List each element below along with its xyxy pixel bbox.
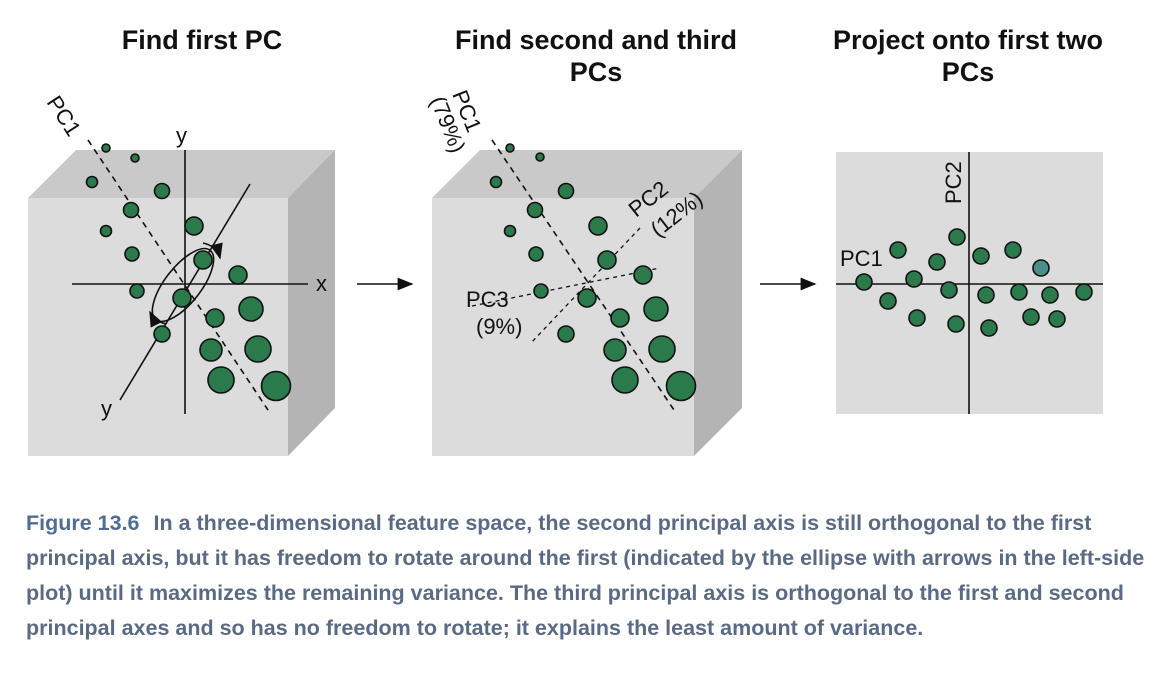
data-point (598, 251, 616, 269)
panel3-pc2-label: PC2 (941, 161, 966, 204)
data-point (200, 339, 222, 361)
data-point (208, 367, 234, 393)
data-point (981, 320, 997, 336)
data-point (644, 297, 668, 321)
data-point (173, 289, 191, 307)
data-point (506, 144, 514, 152)
data-point (155, 184, 170, 199)
data-point (1023, 309, 1039, 325)
data-point (948, 316, 964, 332)
data-point (239, 297, 263, 321)
data-point (604, 339, 626, 361)
data-point (536, 153, 544, 161)
panel1-pc1-label: PC1 (42, 91, 86, 141)
figure-number: Figure 13.6 (26, 511, 140, 535)
data-point (1011, 284, 1027, 300)
panel1-y-label-top: y (176, 123, 187, 148)
data-point (87, 177, 98, 188)
data-point (558, 326, 574, 342)
data-point (131, 154, 139, 162)
panel2-cube-side (694, 150, 742, 456)
data-point (906, 271, 922, 287)
data-point (578, 289, 596, 307)
data-point (130, 284, 144, 298)
data-point (529, 247, 543, 261)
data-point (890, 242, 906, 258)
panel1-cube-side (288, 150, 335, 456)
data-point (612, 367, 638, 393)
data-point (667, 372, 696, 401)
panel2-pc3-label: PC3 (466, 287, 509, 312)
data-point (929, 254, 945, 270)
data-point (124, 203, 139, 218)
data-point (1005, 242, 1021, 258)
data-point (1076, 284, 1092, 300)
data-point (101, 226, 112, 237)
data-point (611, 309, 629, 327)
panel1-cube-top (28, 150, 335, 198)
data-point (194, 251, 212, 269)
panel2-pc3-pct: (9%) (476, 314, 522, 339)
data-point (262, 372, 291, 401)
data-point (505, 226, 516, 237)
data-point (589, 217, 607, 235)
figure-caption: Figure 13.6 In a three-dimensional featur… (26, 506, 1156, 646)
highlighted-data-point (1033, 260, 1049, 276)
data-point (154, 326, 170, 342)
data-point (125, 247, 139, 261)
data-point (528, 203, 543, 218)
data-point (973, 248, 989, 264)
panel3-pc1-label: PC1 (840, 246, 883, 271)
data-point (941, 282, 957, 298)
data-point (491, 177, 502, 188)
pca-diagram: x y y PC1 PC1 (79%) PC2 (12%) PC3 (9%) (0, 0, 1166, 500)
data-point (245, 336, 271, 362)
data-point (1042, 287, 1058, 303)
data-point (102, 144, 110, 152)
data-point (634, 266, 652, 284)
data-point (185, 217, 203, 235)
data-point (206, 309, 224, 327)
data-point (649, 336, 675, 362)
data-point (1049, 311, 1065, 327)
caption-text: In a three-dimensional feature space, th… (26, 511, 1144, 640)
data-point (909, 310, 925, 326)
data-point (229, 266, 247, 284)
panel1-y-label-bottom: y (101, 396, 112, 421)
data-point (534, 284, 548, 298)
data-point (559, 184, 574, 199)
data-point (880, 293, 896, 309)
panel1-x-label: x (316, 271, 327, 296)
data-point (978, 287, 994, 303)
data-point (856, 274, 872, 290)
data-point (949, 229, 965, 245)
